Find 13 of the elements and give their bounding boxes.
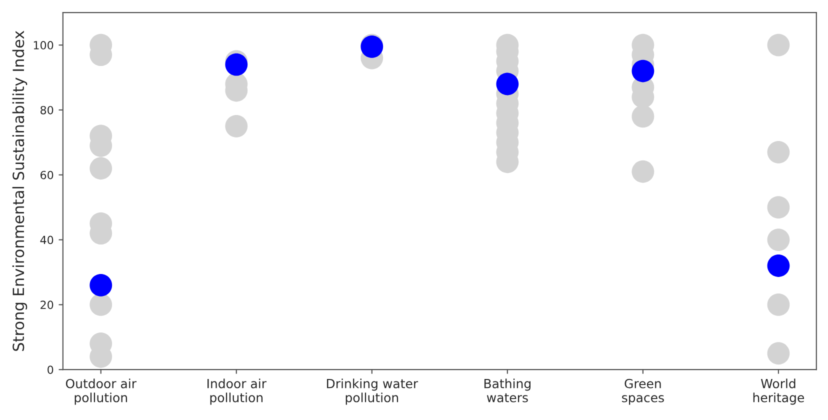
y-tick-label: 0 — [48, 366, 54, 374]
x-tick-label: Bathing waters — [484, 378, 530, 402]
y-tick-label: 80 — [40, 106, 54, 114]
x-tick-label: Drinking water pollution — [326, 378, 418, 405]
y-tick-label: 40 — [40, 236, 54, 244]
x-tick-label: Outdoor air pollution — [66, 378, 137, 405]
x-tick-label: World heritage — [753, 378, 804, 405]
x-tick-label: Green spaces — [622, 378, 664, 405]
y-tick-label: 60 — [40, 170, 54, 180]
y-tick-label: 20 — [40, 300, 54, 310]
y-tick-label: 100 — [34, 41, 54, 50]
x-tick-label: Indoor air pollution — [208, 378, 266, 405]
y-axis-title: Strong Environmental Sustainability Index — [12, 30, 28, 351]
